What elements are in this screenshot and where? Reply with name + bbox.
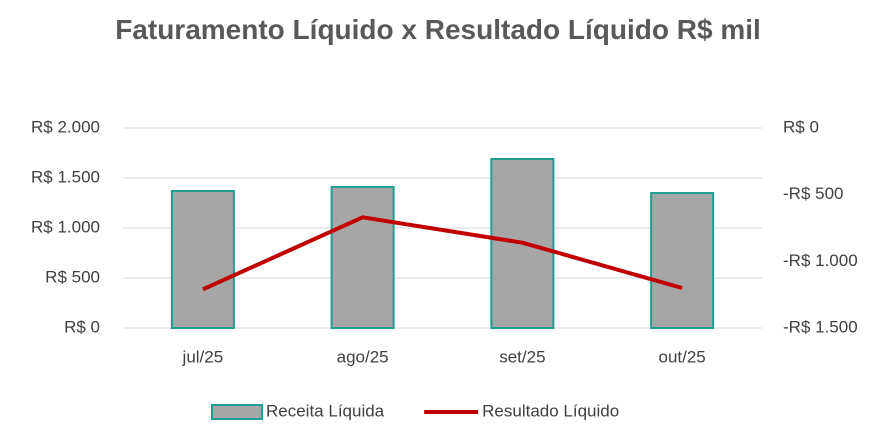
y2-tick-label: -R$ 500 bbox=[783, 184, 843, 203]
y-tick-label: R$ 2.000 bbox=[31, 117, 100, 136]
y-tick-label: R$ 500 bbox=[45, 267, 100, 286]
y2-tick-label: -R$ 1.500 bbox=[783, 317, 858, 336]
line bbox=[202, 215, 683, 292]
legend-label: Resultado Líquido bbox=[482, 401, 619, 420]
y2-tick-label: R$ 0 bbox=[783, 117, 819, 136]
y-tick-label: R$ 1.000 bbox=[31, 217, 100, 236]
bar bbox=[650, 192, 715, 329]
y2-tick-label: -R$ 1.000 bbox=[783, 251, 858, 270]
legend-swatch bbox=[211, 404, 263, 420]
y-tick-label: R$ 1.500 bbox=[31, 167, 100, 186]
bar bbox=[170, 190, 235, 329]
bar bbox=[330, 186, 395, 329]
x-tick-label: jul/25 bbox=[182, 347, 224, 366]
y-tick-label: R$ 0 bbox=[64, 317, 100, 336]
x-tick-label: set/25 bbox=[499, 347, 545, 366]
x-tick-label: out/25 bbox=[658, 347, 705, 366]
x-tick-label: ago/25 bbox=[337, 347, 389, 366]
chart-title: Faturamento Líquido x Resultado Líquido … bbox=[115, 14, 761, 45]
legend-label: Receita Líquida bbox=[266, 401, 385, 420]
